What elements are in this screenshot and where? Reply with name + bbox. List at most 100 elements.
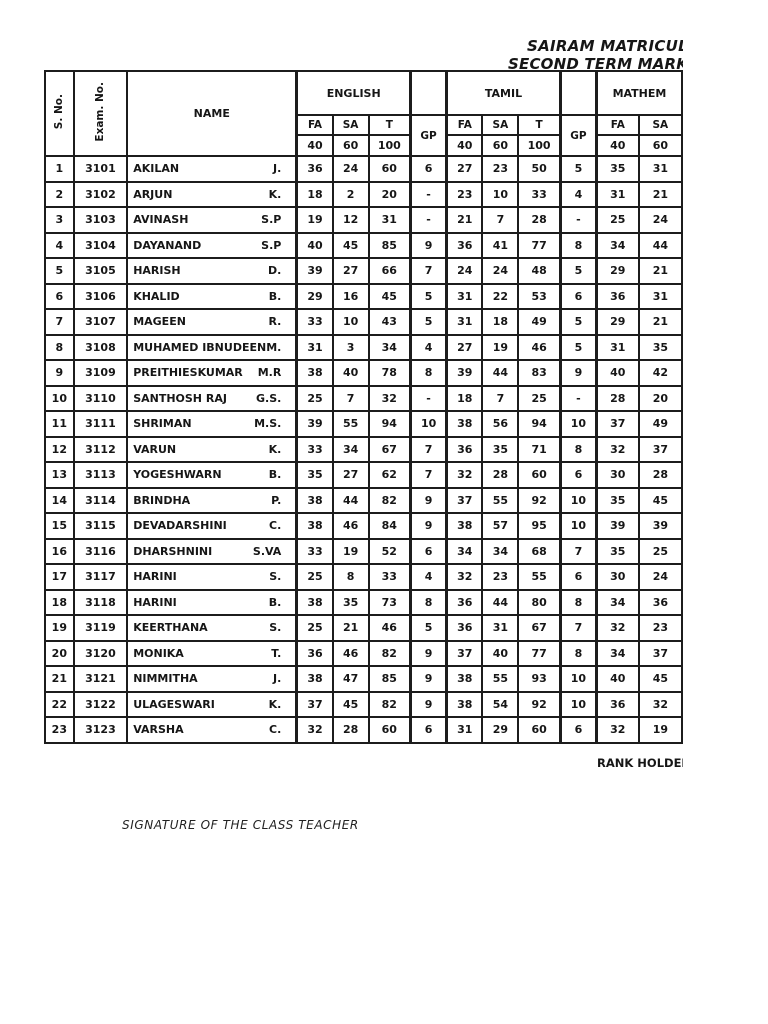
cell-english-fa: 33	[295, 308, 334, 336]
cell-english-fa: 38	[295, 588, 334, 616]
cell-tamil-sa: 35	[481, 435, 520, 463]
cell-english-t: 62	[367, 461, 412, 489]
cell-maths-sa: 31	[637, 155, 683, 183]
cell-maths-sa: 45	[637, 486, 683, 514]
cell-english-t: 43	[367, 308, 412, 336]
cell-tamil-t: 25	[517, 384, 562, 412]
cell-english-t: 73	[367, 588, 412, 616]
cell-tamil-fa: 38	[445, 665, 484, 693]
header-english-t: T	[367, 114, 412, 136]
student-name-wrap: DHARSHNINI S.VA	[129, 545, 295, 558]
student-name-wrap: AKILAN J.	[129, 162, 295, 176]
student-name: VARSHA	[133, 723, 184, 737]
cell-english-gp: -	[409, 206, 448, 234]
table-row: 10 3110 SANTHOSH RAJ G.S. 25 7 32-18 7 25-28 20	[44, 384, 683, 412]
table-row: 20 3120 MONIKA T. 36 46 82 9 37 40 77 8 34 37	[44, 639, 683, 667]
cell-maths-sa: 37	[637, 639, 683, 667]
cell-tamil-fa: 38	[445, 512, 484, 540]
cell-tamil-sa: 56	[481, 410, 520, 438]
cell-tamil-fa: 34	[445, 537, 484, 565]
cell-maths-fa: 40	[594, 359, 640, 387]
cell-english-fa: 29	[295, 282, 334, 310]
table-row: 1 3101 AKILAN J. 36 24 60 6 27 23 50 5 35 31	[44, 155, 683, 183]
cell-exam-no: 3107	[72, 308, 129, 336]
header-tamil-sa: SA	[481, 114, 520, 136]
cell-english-gp: 10	[409, 410, 448, 438]
cell-tamil-t: 60	[517, 716, 562, 744]
cell-english-sa: 45	[331, 231, 370, 259]
empty-cell-above-english-gp	[409, 70, 448, 116]
cell-english-fa: 38	[295, 512, 334, 540]
cell-student-name: ARJUN K.	[126, 180, 298, 208]
cell-english-sa: 35	[331, 588, 370, 616]
cell-serial-no: 7	[44, 308, 75, 336]
table-row: 14 3114 BRINDHA P. 38 44 82 9 37 55 92 10 35 45	[44, 486, 683, 514]
cell-maths-fa: 37	[594, 410, 640, 438]
cell-tamil-sa: 24	[481, 257, 520, 285]
cell-maths-fa: 35	[594, 537, 640, 565]
rank-holder-label: RANK HOLDER	[597, 756, 683, 770]
cell-english-t: 85	[367, 231, 412, 259]
student-name: AKILAN	[133, 162, 180, 176]
cell-english-sa: 28	[331, 716, 370, 744]
cell-serial-no: 10	[44, 384, 75, 412]
cell-tamil-gp: 4	[558, 180, 598, 208]
cell-maths-sa: 39	[637, 512, 683, 540]
cell-serial-no: 1	[44, 155, 75, 183]
cell-student-name: DAYANAND S.P	[126, 231, 298, 259]
cell-maths-sa: 37	[637, 435, 683, 463]
cell-tamil-fa: 36	[445, 614, 484, 642]
table-row: 16 3116 DHARSHNINI S.VA 33 19 52 6 34 34 68 7 35 25	[44, 537, 683, 565]
cell-tamil-gp: 5	[558, 257, 598, 285]
cell-tamil-fa: 32	[445, 461, 484, 489]
cell-tamil-sa: 54	[481, 690, 520, 718]
header-tamil-fa: FA	[445, 114, 484, 136]
cell-english-gp: 9	[409, 690, 448, 718]
cell-english-gp: 9	[409, 231, 448, 259]
header-row-subjects: S. No. Exam. No. NAME ENGLISH TAMIL MATH…	[44, 70, 683, 157]
cell-tamil-gp: -	[558, 384, 598, 412]
mark-list-table: S. No. Exam. No. NAME ENGLISH TAMIL MATH…	[44, 70, 683, 744]
cell-serial-no: 21	[44, 665, 75, 693]
cell-exam-no: 3118	[72, 588, 129, 616]
cell-english-fa: 18	[295, 180, 334, 208]
cell-tamil-fa: 36	[445, 435, 484, 463]
cell-english-sa: 3	[331, 333, 370, 361]
student-initial: M.S.	[254, 417, 282, 431]
cell-tamil-gp: 5	[558, 155, 598, 183]
cell-maths-sa: 24	[637, 206, 683, 234]
cell-student-name: MUHAMED IBNUDEEN M.	[126, 333, 298, 361]
cell-maths-sa: 35	[637, 333, 683, 361]
cell-english-sa: 40	[331, 359, 370, 387]
cell-english-t: 94	[367, 410, 412, 438]
cell-english-gp: 5	[409, 282, 448, 310]
cell-tamil-gp: 10	[558, 486, 598, 514]
cell-maths-fa: 36	[594, 282, 640, 310]
cell-serial-no: 4	[44, 231, 75, 259]
cell-tamil-sa: 19	[481, 333, 520, 361]
cell-tamil-t: 71	[517, 435, 562, 463]
cell-tamil-gp: 7	[558, 537, 598, 565]
cell-serial-no: 17	[44, 563, 75, 591]
cell-english-t: 82	[367, 486, 412, 514]
cell-maths-sa: 42	[637, 359, 683, 387]
cell-tamil-gp: 8	[558, 588, 598, 616]
cell-english-sa: 45	[331, 690, 370, 718]
cell-exam-no: 3108	[72, 333, 129, 361]
cell-english-gp: 9	[409, 665, 448, 693]
cell-serial-no: 15	[44, 512, 75, 540]
cell-tamil-t: 68	[517, 537, 562, 565]
table-row: 13 3113 YOGESHWARN B. 35 27 62 7 32 28 60 6 30 28	[44, 461, 683, 489]
cell-exam-no: 3112	[72, 435, 129, 463]
cell-english-t: 82	[367, 690, 412, 718]
cell-english-fa: 38	[295, 665, 334, 693]
cell-english-fa: 33	[295, 537, 334, 565]
cell-english-t: 34	[367, 333, 412, 361]
cell-english-gp: 4	[409, 333, 448, 361]
cell-exam-no: 3120	[72, 639, 129, 667]
cell-tamil-fa: 23	[445, 180, 484, 208]
cell-student-name: DHARSHNINI S.VA	[126, 537, 298, 565]
cell-exam-no: 3111	[72, 410, 129, 438]
cell-english-t: 52	[367, 537, 412, 565]
